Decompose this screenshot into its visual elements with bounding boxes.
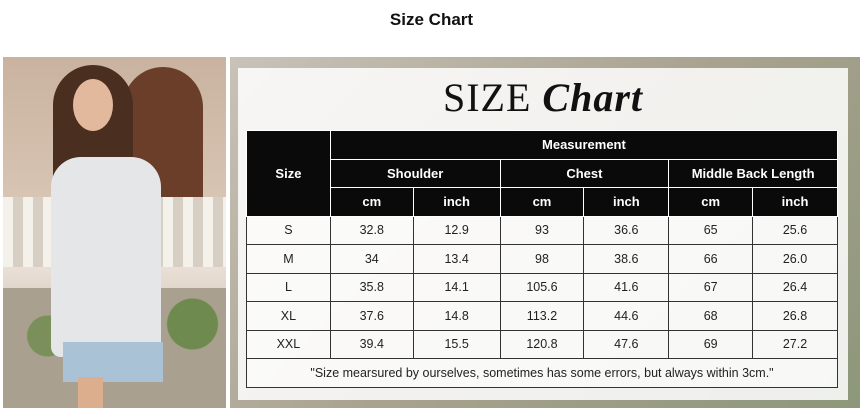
value-cell: 67 [668, 272, 754, 302]
value-cell: 113.2 [499, 301, 585, 331]
value-cell: 26.4 [752, 272, 838, 302]
table-row: L 35.8 14.1 105.6 41.6 67 26.4 [246, 272, 838, 302]
value-cell: 14.1 [412, 272, 501, 302]
measurement-header: Measurement [329, 130, 839, 160]
size-note: "Size mearsured by ourselves, sometimes … [246, 358, 838, 388]
value-cell: 44.6 [583, 301, 670, 331]
table-row: S 32.8 12.9 93 36.6 65 25.6 [246, 215, 838, 245]
value-cell: 47.6 [583, 329, 670, 359]
size-cell: M [246, 244, 331, 274]
value-cell: 32.8 [329, 215, 414, 245]
size-table: Size Measurement Shoulder Chest Middle Bac… [246, 130, 839, 388]
value-cell: 34 [329, 244, 414, 274]
value-cell: 93 [499, 215, 585, 245]
value-cell: 15.5 [412, 329, 501, 359]
heading-size: SIZE [442, 75, 532, 120]
group-header: Chest [499, 158, 670, 188]
table-row: M 34 13.4 98 38.6 66 26.0 [246, 244, 838, 274]
unit-header: inch [412, 187, 501, 217]
value-cell: 35.8 [329, 272, 414, 302]
value-cell: 105.6 [499, 272, 585, 302]
heading-chart: Chart [542, 75, 644, 120]
size-cell: XXL [246, 329, 331, 359]
unit-header: inch [752, 187, 838, 217]
size-cell: XL [246, 301, 331, 331]
unit-header: cm [329, 187, 414, 217]
value-cell: 38.6 [583, 244, 670, 274]
value-cell: 66 [668, 244, 754, 274]
model-photo [3, 57, 226, 408]
chart-heading: SIZE Chart [238, 74, 848, 121]
value-cell: 69 [668, 329, 754, 359]
size-cell: S [246, 215, 331, 245]
size-cell: L [246, 272, 331, 302]
value-cell: 12.9 [412, 215, 501, 245]
value-cell: 37.6 [329, 301, 414, 331]
unit-header: cm [499, 187, 585, 217]
group-header: Middle Back Length [668, 158, 838, 188]
size-header: Size [246, 130, 331, 217]
value-cell: 25.6 [752, 215, 838, 245]
value-cell: 98 [499, 244, 585, 274]
value-cell: 41.6 [583, 272, 670, 302]
value-cell: 26.8 [752, 301, 838, 331]
group-header: Shoulder [329, 158, 501, 188]
value-cell: 36.6 [583, 215, 670, 245]
unit-header: cm [668, 187, 754, 217]
value-cell: 27.2 [752, 329, 838, 359]
value-cell: 68 [668, 301, 754, 331]
value-cell: 120.8 [499, 329, 585, 359]
unit-header: inch [583, 187, 670, 217]
value-cell: 14.8 [412, 301, 501, 331]
value-cell: 65 [668, 215, 754, 245]
value-cell: 26.0 [752, 244, 838, 274]
table-row: XL 37.6 14.8 113.2 44.6 68 26.8 [246, 301, 838, 331]
table-row: XXL 39.4 15.5 120.8 47.6 69 27.2 [246, 329, 838, 359]
value-cell: 13.4 [412, 244, 501, 274]
page-title: Size Chart [389, 10, 474, 29]
value-cell: 39.4 [329, 329, 414, 359]
